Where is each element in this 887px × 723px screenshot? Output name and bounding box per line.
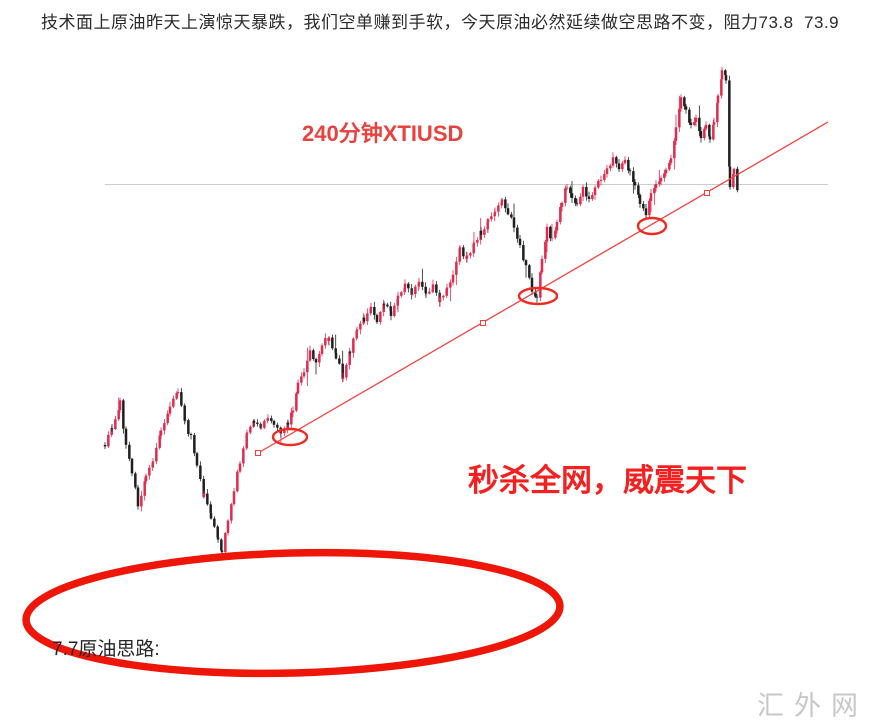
candles-group	[103, 66, 739, 555]
article-headline: 技术面上原油昨天上演惊天暴跌，我们空单赚到手软，今天原油必然延续做空思路不变，阻…	[41, 13, 840, 32]
site-watermark: 汇外网	[757, 691, 868, 721]
trendline-marker-2	[704, 190, 710, 196]
trendline-marker-1	[480, 320, 486, 326]
highlight-ellipse-1	[517, 286, 559, 306]
promo-slogan: 秒杀全网，威震天下	[468, 463, 747, 498]
chart-title: 240分钟XTIUSD	[302, 121, 464, 146]
notes-circle-annotation	[22, 548, 564, 678]
trade-notes: 7.7原油思路: 75.0 74.9空，止损4美金，止盈72.0 72.2 文章…	[52, 577, 527, 723]
highlight-ellipse-0	[271, 427, 309, 447]
highlight-ellipse-2	[636, 216, 668, 236]
note-line-idea-date: 7.7原油思路:	[52, 639, 160, 660]
trendline-marker-0	[255, 450, 261, 456]
